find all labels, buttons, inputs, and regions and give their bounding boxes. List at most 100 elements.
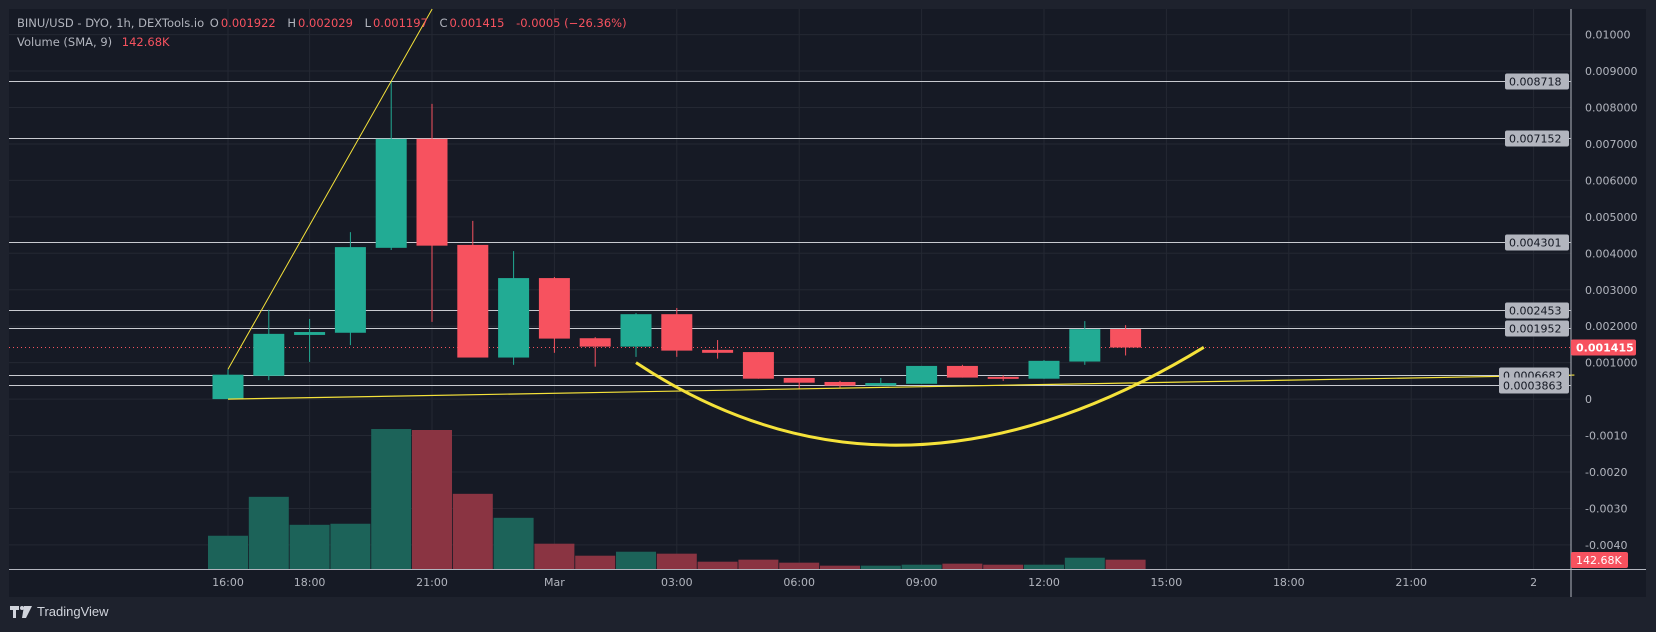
volume-bar bbox=[1024, 564, 1064, 569]
time-tick-label: 16:00 bbox=[212, 576, 244, 589]
price-tick-label: 0.006000 bbox=[1585, 174, 1638, 187]
volume-bar bbox=[493, 517, 534, 569]
drawings[interactable] bbox=[227, 8, 1575, 447]
close-value: 0.001415 bbox=[449, 16, 505, 30]
candle-up bbox=[620, 314, 652, 347]
ohlc-legend: BINU/USD - DYO, 1h, DEXTools.io O 0.00192… bbox=[17, 16, 629, 30]
last-price-label: 0.001415 bbox=[1576, 342, 1634, 355]
candle-down bbox=[661, 314, 693, 351]
time-tick-label: 12:00 bbox=[1028, 576, 1060, 589]
volume-bar bbox=[616, 551, 656, 569]
volume-bar bbox=[575, 555, 616, 569]
time-tick-label: 09:00 bbox=[906, 576, 938, 589]
volume-bar bbox=[534, 543, 575, 569]
time-tick-label: Mar bbox=[544, 576, 565, 589]
candle-up bbox=[212, 374, 244, 400]
volume-bar bbox=[248, 496, 289, 569]
footer: TradingView bbox=[10, 604, 109, 619]
time-tick-label: 15:00 bbox=[1151, 576, 1183, 589]
price-level-label: 0.007152 bbox=[1509, 133, 1562, 146]
tradingview-logo-icon[interactable] bbox=[10, 605, 32, 618]
volume-bar bbox=[208, 535, 248, 569]
price-tick-label: 0.009000 bbox=[1585, 65, 1638, 78]
candle-down bbox=[416, 138, 448, 246]
volume-bar bbox=[452, 493, 493, 569]
price-series bbox=[212, 81, 1142, 400]
candle-up bbox=[1069, 329, 1101, 362]
price-level-label-bg bbox=[1505, 320, 1569, 337]
time-axis[interactable]: 16:00 18:00 21:00 Mar 03:00 06:00 09:00 12:00 15… bbox=[212, 576, 1537, 589]
price-level-label: 0.004301 bbox=[1509, 237, 1562, 250]
volume-bar bbox=[371, 429, 412, 569]
candle-down bbox=[457, 244, 489, 358]
volume-bar bbox=[942, 563, 983, 569]
price-level-label: 0.001952 bbox=[1509, 323, 1562, 336]
volume-bar bbox=[412, 429, 452, 569]
candle-down bbox=[783, 377, 815, 383]
price-tick-label: 0.003000 bbox=[1585, 284, 1638, 297]
price-level-label-bg bbox=[1505, 73, 1569, 90]
candle-up bbox=[253, 333, 285, 376]
volume-bar bbox=[1064, 557, 1105, 569]
volume-bar bbox=[738, 559, 779, 569]
price-level-label-bg bbox=[1505, 234, 1569, 251]
volume-bar bbox=[779, 562, 820, 569]
candle-up bbox=[375, 138, 407, 248]
price-tick-label: 0.002000 bbox=[1585, 320, 1638, 333]
brand-name[interactable]: TradingView bbox=[37, 604, 109, 619]
time-tick-label: 2 bbox=[1530, 576, 1537, 589]
open-label: O bbox=[209, 16, 219, 30]
price-tick-label: 0.01000 bbox=[1585, 29, 1631, 42]
price-level-label: 0.008718 bbox=[1509, 76, 1562, 89]
horizontal-levels[interactable] bbox=[9, 81, 1571, 386]
volume-bar bbox=[330, 523, 371, 569]
candle-down bbox=[702, 349, 734, 353]
volume-series bbox=[208, 429, 1146, 569]
volume-bar bbox=[1105, 559, 1146, 569]
high-label: H bbox=[287, 16, 297, 30]
candle-up bbox=[906, 365, 938, 384]
candle-up bbox=[334, 247, 366, 333]
price-tick-label: 0.005000 bbox=[1585, 211, 1638, 224]
volume-title[interactable]: Volume (SMA, 9) bbox=[17, 35, 113, 49]
price-tick-label: 0 bbox=[1585, 393, 1592, 406]
arc-drawing[interactable] bbox=[635, 346, 1205, 447]
time-tick-label: 18:00 bbox=[294, 576, 326, 589]
trend-line-base[interactable] bbox=[227, 374, 1575, 400]
volume-bar bbox=[983, 564, 1024, 569]
candle-down bbox=[946, 365, 978, 378]
volume-legend: Volume (SMA, 9) 142.68K bbox=[17, 35, 172, 49]
open-value: 0.001922 bbox=[220, 16, 276, 30]
change-value: -0.0005 (−26.36%) bbox=[516, 16, 627, 30]
price-axis[interactable]: 0.01000 0.009000 0.008000 0.007000 0.006000 0… bbox=[1585, 29, 1638, 552]
symbol-title[interactable]: BINU/USD - DYO, 1h, DEXTools.io bbox=[17, 16, 205, 30]
candle-down bbox=[579, 338, 611, 347]
price-tick-label: 0.007000 bbox=[1585, 138, 1638, 151]
price-tick-label: -0.0030 bbox=[1585, 502, 1627, 515]
price-labels: 0.008718 0.007152 0.004301 0.002453 0.001952… bbox=[1499, 73, 1636, 568]
grid bbox=[9, 9, 1571, 569]
low-value: 0.001197 bbox=[372, 16, 428, 30]
price-tick-label: 0.008000 bbox=[1585, 102, 1638, 115]
volume-bar bbox=[289, 524, 330, 569]
candle-down bbox=[987, 376, 1019, 379]
candle-down bbox=[538, 278, 570, 339]
time-tick-label: 21:00 bbox=[416, 576, 448, 589]
price-tick-label: -0.0010 bbox=[1585, 430, 1627, 443]
candle-down bbox=[824, 381, 856, 386]
volume-bar bbox=[656, 553, 697, 569]
candle-up bbox=[1028, 360, 1060, 379]
trend-line[interactable] bbox=[227, 8, 433, 370]
last-price-label-bg bbox=[1571, 339, 1636, 356]
close-label: C bbox=[439, 16, 448, 30]
volume-bar bbox=[901, 564, 942, 569]
volume-bar bbox=[820, 565, 860, 569]
price-level-label-bg bbox=[1499, 377, 1569, 394]
price-level-label: 0.0003863 bbox=[1503, 380, 1563, 393]
volume-bar bbox=[860, 565, 901, 569]
candle-up bbox=[498, 278, 530, 358]
time-tick-label: 06:00 bbox=[783, 576, 815, 589]
low-label: L bbox=[364, 16, 371, 30]
last-volume-label: 142.68K bbox=[1576, 554, 1622, 567]
